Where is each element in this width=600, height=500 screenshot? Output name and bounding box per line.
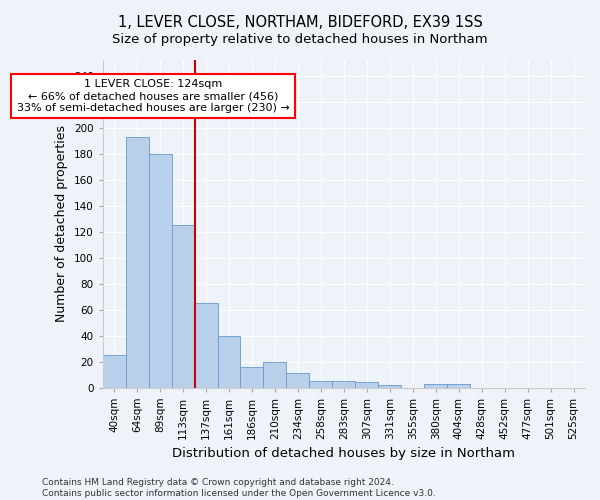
Bar	[218, 336, 241, 388]
Bar	[241, 366, 263, 388]
Bar	[310, 381, 332, 388]
Bar	[194, 303, 218, 388]
Bar	[286, 373, 310, 388]
Bar	[355, 382, 378, 388]
X-axis label: Distribution of detached houses by size in Northam: Distribution of detached houses by size …	[172, 447, 515, 460]
Bar	[263, 362, 286, 388]
Bar	[149, 154, 172, 388]
Bar	[172, 225, 194, 388]
Text: Contains HM Land Registry data © Crown copyright and database right 2024.
Contai: Contains HM Land Registry data © Crown c…	[42, 478, 436, 498]
Text: Size of property relative to detached houses in Northam: Size of property relative to detached ho…	[112, 32, 488, 46]
Bar	[332, 381, 355, 388]
Bar	[125, 136, 149, 388]
Bar	[378, 385, 401, 388]
Bar	[424, 384, 447, 388]
Bar	[103, 355, 125, 388]
Text: 1 LEVER CLOSE: 124sqm
← 66% of detached houses are smaller (456)
33% of semi-det: 1 LEVER CLOSE: 124sqm ← 66% of detached …	[17, 80, 290, 112]
Text: 1, LEVER CLOSE, NORTHAM, BIDEFORD, EX39 1SS: 1, LEVER CLOSE, NORTHAM, BIDEFORD, EX39 …	[118, 15, 482, 30]
Y-axis label: Number of detached properties: Number of detached properties	[55, 126, 68, 322]
Bar	[447, 384, 470, 388]
